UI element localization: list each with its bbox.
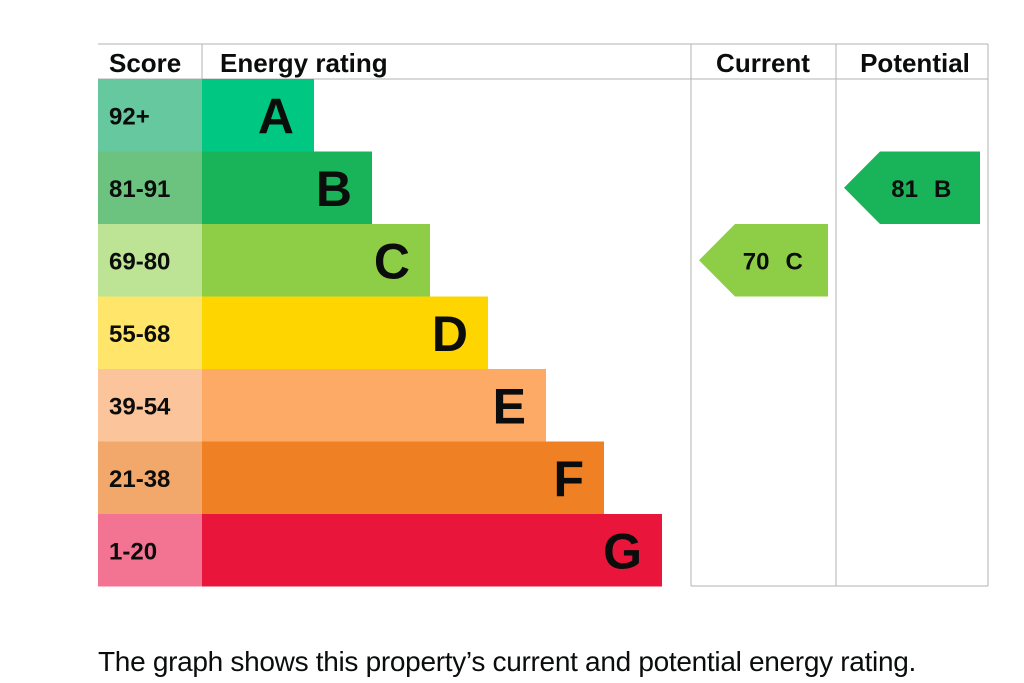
score-cell-a xyxy=(98,79,202,152)
band-bar-d xyxy=(202,296,488,369)
header-energy-rating: Energy rating xyxy=(220,48,388,78)
bands-layer: 92+ A 81-91 B 69-80 C 55-68 D 39-54 E 21-38 F 1-20 G xyxy=(98,79,662,587)
band-bar-e xyxy=(202,369,546,442)
score-label-e: 39-54 xyxy=(109,393,171,420)
current-rating-arrow xyxy=(699,224,828,297)
score-cell-e xyxy=(98,369,202,442)
chart-caption: The graph shows this property’s current … xyxy=(98,646,917,677)
band-letter-g: G xyxy=(603,523,642,579)
score-label-g: 1-20 xyxy=(109,538,157,565)
epc-chart: Score Energy rating Current Potential 92… xyxy=(98,43,989,587)
potential-rating-letter: B xyxy=(934,176,951,203)
band-letter-c: C xyxy=(374,233,410,289)
score-cell-f xyxy=(98,441,202,514)
band-letter-e: E xyxy=(493,378,526,434)
band-letter-b: B xyxy=(316,161,352,217)
arrows-layer: 70 C 81 B xyxy=(699,151,980,297)
band-bar-a xyxy=(202,79,314,152)
band-bar-g xyxy=(202,514,662,587)
score-label-b: 81-91 xyxy=(109,176,170,203)
band-bar-f xyxy=(202,441,604,514)
score-cell-b xyxy=(98,151,202,224)
band-bar-b xyxy=(202,151,372,224)
score-cell-d xyxy=(98,296,202,369)
band-letter-f: F xyxy=(553,451,584,507)
current-rating-value: 70 xyxy=(743,248,770,275)
score-cell-g xyxy=(98,514,202,587)
band-letter-a: A xyxy=(258,88,294,144)
potential-rating-arrow xyxy=(844,151,980,224)
score-label-c: 69-80 xyxy=(109,248,170,275)
current-rating-letter: C xyxy=(786,248,803,275)
score-label-f: 21-38 xyxy=(109,466,170,493)
score-cell-c xyxy=(98,224,202,297)
potential-rating-value: 81 xyxy=(891,176,918,203)
header-current: Current xyxy=(716,48,810,78)
header-score: Score xyxy=(109,48,181,78)
score-label-a: 92+ xyxy=(109,103,150,130)
band-letter-d: D xyxy=(432,306,468,362)
score-label-d: 55-68 xyxy=(109,321,170,348)
header-potential: Potential xyxy=(860,48,970,78)
band-bar-c xyxy=(202,224,430,297)
